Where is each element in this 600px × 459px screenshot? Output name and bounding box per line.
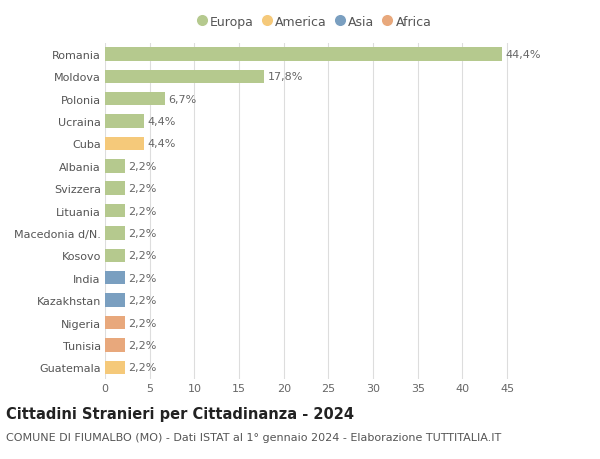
Bar: [105, 70, 264, 84]
Text: 2,2%: 2,2%: [128, 251, 157, 261]
Text: 2,2%: 2,2%: [128, 184, 157, 194]
Text: 44,4%: 44,4%: [505, 50, 541, 60]
Text: 2,2%: 2,2%: [128, 273, 157, 283]
Text: 2,2%: 2,2%: [128, 340, 157, 350]
Bar: [105, 182, 125, 196]
Bar: [105, 227, 125, 240]
Bar: [105, 271, 125, 285]
Bar: [105, 93, 165, 106]
Bar: [105, 294, 125, 307]
Bar: [105, 204, 125, 218]
Text: 2,2%: 2,2%: [128, 229, 157, 239]
Bar: [105, 316, 125, 330]
Bar: [105, 361, 125, 374]
Text: 6,7%: 6,7%: [169, 95, 197, 105]
Text: 2,2%: 2,2%: [128, 363, 157, 373]
Bar: [105, 160, 125, 173]
Text: 2,2%: 2,2%: [128, 206, 157, 216]
Bar: [105, 249, 125, 263]
Text: 2,2%: 2,2%: [128, 162, 157, 172]
Text: 17,8%: 17,8%: [268, 72, 303, 82]
Text: 2,2%: 2,2%: [128, 318, 157, 328]
Bar: [105, 338, 125, 352]
Text: Cittadini Stranieri per Cittadinanza - 2024: Cittadini Stranieri per Cittadinanza - 2…: [6, 406, 354, 421]
Text: 4,4%: 4,4%: [148, 117, 176, 127]
Text: 4,4%: 4,4%: [148, 139, 176, 149]
Text: COMUNE DI FIUMALBO (MO) - Dati ISTAT al 1° gennaio 2024 - Elaborazione TUTTITALI: COMUNE DI FIUMALBO (MO) - Dati ISTAT al …: [6, 432, 501, 442]
Bar: [105, 48, 502, 62]
Bar: [105, 115, 145, 129]
Bar: [105, 137, 145, 151]
Text: 2,2%: 2,2%: [128, 296, 157, 306]
Legend: Europa, America, Asia, Africa: Europa, America, Asia, Africa: [194, 11, 436, 34]
